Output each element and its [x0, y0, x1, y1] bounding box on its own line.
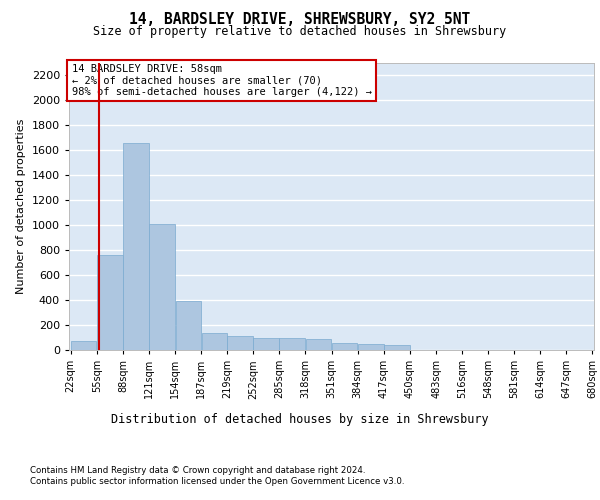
Bar: [305, 339, 331, 350]
Bar: [332, 343, 358, 350]
Text: Size of property relative to detached houses in Shrewsbury: Size of property relative to detached ho…: [94, 25, 506, 38]
Text: Contains public sector information licensed under the Open Government Licence v3: Contains public sector information licen…: [30, 478, 404, 486]
Bar: [253, 338, 279, 350]
Bar: [97, 255, 122, 350]
Bar: [123, 142, 149, 350]
Bar: [71, 341, 97, 350]
Text: 14, BARDSLEY DRIVE, SHREWSBURY, SY2 5NT: 14, BARDSLEY DRIVE, SHREWSBURY, SY2 5NT: [130, 12, 470, 28]
Bar: [384, 345, 410, 350]
Bar: [202, 332, 227, 350]
Bar: [149, 224, 175, 350]
Text: Distribution of detached houses by size in Shrewsbury: Distribution of detached houses by size …: [111, 412, 489, 426]
Bar: [358, 344, 383, 350]
Text: 14 BARDSLEY DRIVE: 58sqm
← 2% of detached houses are smaller (70)
98% of semi-de: 14 BARDSLEY DRIVE: 58sqm ← 2% of detache…: [71, 64, 371, 97]
Bar: [176, 301, 201, 350]
Y-axis label: Number of detached properties: Number of detached properties: [16, 118, 26, 294]
Bar: [227, 336, 253, 350]
Text: Contains HM Land Registry data © Crown copyright and database right 2024.: Contains HM Land Registry data © Crown c…: [30, 466, 365, 475]
Bar: [280, 338, 305, 350]
